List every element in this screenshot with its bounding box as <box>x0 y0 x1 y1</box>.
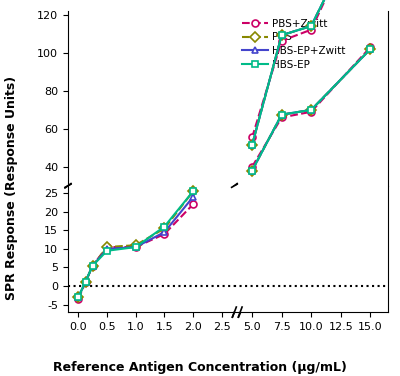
Text: Reference Antigen Concentration (μg/mL): Reference Antigen Concentration (μg/mL) <box>53 361 347 374</box>
Text: SPR Response (Response Units): SPR Response (Response Units) <box>6 76 18 300</box>
Legend: PBS+Zwitt, PBS, HBS-EP+Zwitt, HBS-EP: PBS+Zwitt, PBS, HBS-EP+Zwitt, HBS-EP <box>240 17 347 71</box>
